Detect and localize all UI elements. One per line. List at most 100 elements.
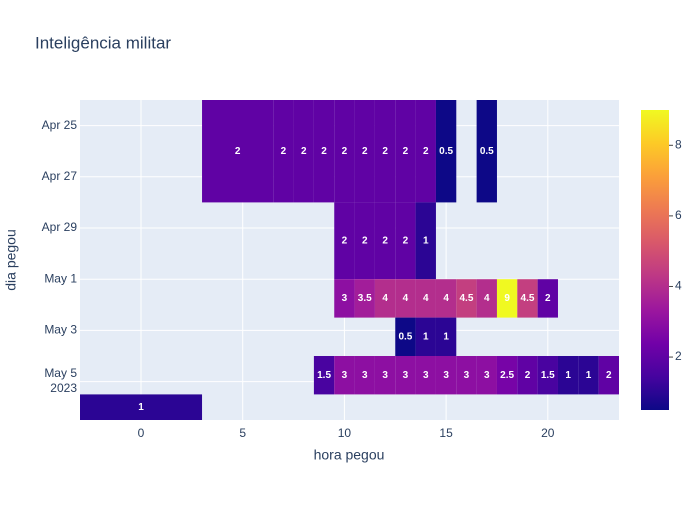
heatmap-cell <box>415 279 436 318</box>
heatmap-cell <box>435 317 457 356</box>
colorbar-tick-label: 8 <box>675 137 682 151</box>
heatmap-cell <box>354 202 375 280</box>
cell-label: 3 <box>464 370 470 381</box>
heatmap-cell <box>395 279 416 318</box>
cell-label: 3 <box>342 293 348 304</box>
cell-label: 2.5 <box>500 370 514 381</box>
colorbar-tick-label: 2 <box>675 349 682 363</box>
cell-label: 2 <box>321 146 327 157</box>
cell-label: 3 <box>382 370 388 381</box>
cell-label: 2 <box>606 370 612 381</box>
cell-label: 4 <box>403 293 409 304</box>
heatmap-cell <box>456 356 477 395</box>
heatmap-cell <box>354 356 375 395</box>
cell-label: 3 <box>423 370 429 381</box>
cell-label: 1 <box>443 331 449 342</box>
heatmap-cell <box>456 279 477 318</box>
heatmap-cell <box>374 356 396 395</box>
x-axis-title: hora pegou <box>314 447 385 463</box>
heatmap-cell <box>496 356 518 395</box>
y-tick-label: Apr 25 <box>42 118 78 132</box>
heatmap-cell <box>415 100 436 203</box>
cell-label: 4 <box>443 293 449 304</box>
cell-label: 2 <box>342 146 348 157</box>
heatmap-cell <box>293 100 314 203</box>
heatmap-cell <box>517 356 538 395</box>
chart-title: Inteligência militar <box>35 33 171 52</box>
x-tick-label: 10 <box>338 426 352 440</box>
cell-label: 2 <box>525 370 531 381</box>
cell-label: 2 <box>382 146 388 157</box>
heatmap-cell <box>537 279 558 318</box>
cell-label: 3 <box>443 370 449 381</box>
cell-label: 1.5 <box>317 370 331 381</box>
cells <box>80 100 619 420</box>
heatmap-cell <box>415 317 436 356</box>
cell-label: 1.5 <box>541 370 555 381</box>
heatmap-cell <box>435 356 457 395</box>
heatmap-cell <box>395 317 416 356</box>
x-tick-label: 5 <box>239 426 246 440</box>
cell-label: 4 <box>382 293 388 304</box>
heatmap-cell <box>354 100 375 203</box>
heatmap-cell <box>517 279 538 318</box>
y-tick-label: May 5 2023 <box>44 366 77 395</box>
y-tick-label: Apr 29 <box>42 220 78 234</box>
heatmap-cell <box>334 202 355 280</box>
heatmap-cell <box>496 279 518 318</box>
y-tick-label: May 1 <box>44 271 77 285</box>
cell-label: 0.5 <box>398 331 412 342</box>
heatmap-cell <box>476 279 497 318</box>
cell-label: 2 <box>301 146 307 157</box>
heatmap-cell <box>334 356 355 395</box>
heatmap-cell <box>202 100 274 203</box>
cell-label: 2 <box>403 235 409 246</box>
heatmap-cell <box>395 100 416 203</box>
colorbar <box>641 110 669 410</box>
x-tick-label: 0 <box>138 426 145 440</box>
cell-label: 3.5 <box>358 293 372 304</box>
heatmap-cell <box>435 279 457 318</box>
heatmap-cell <box>415 202 436 280</box>
cell-label: 3 <box>342 370 348 381</box>
labels: 2 2 2 2 2 2 2 2 2 0.5 0.5 2 2 2 2 1 3 3.5 4 4 4 4 4.5 4 9 4.5 2 0.5… <box>138 146 612 413</box>
heatmap-cell <box>578 356 599 395</box>
heatmap-cell <box>273 100 294 203</box>
cell-label: 1 <box>423 235 429 246</box>
cell-label: 2 <box>235 146 241 157</box>
heatmap-cell <box>395 202 416 280</box>
y-tick-label: May 3 <box>44 323 77 337</box>
cell-label: 2 <box>545 293 551 304</box>
cell-label: 1 <box>565 370 571 381</box>
colorbar-tick-label: 4 <box>675 279 682 293</box>
cell-label: 0.5 <box>480 146 494 157</box>
cell-label: 9 <box>504 293 510 304</box>
cell-label: 2 <box>382 235 388 246</box>
cell-label: 1 <box>138 402 144 413</box>
heatmap-cell <box>598 356 619 395</box>
heatmap-cell <box>374 100 396 203</box>
heatmap-cell <box>374 279 396 318</box>
cell-label: 3 <box>362 370 368 381</box>
y-tick-label: Apr 27 <box>42 169 78 183</box>
cell-label: 2 <box>403 146 409 157</box>
heatmap-cell <box>354 279 375 318</box>
cell-label: 4 <box>484 293 490 304</box>
colorbar-tick-label: 6 <box>675 208 682 222</box>
cell-label: 4 <box>423 293 429 304</box>
heatmap-cell <box>557 356 579 395</box>
heatmap-cell <box>476 356 497 395</box>
cell-label: 3 <box>484 370 490 381</box>
heatmap-cell <box>476 100 497 203</box>
heatmap-cell <box>415 356 436 395</box>
heatmap-cell <box>80 394 203 420</box>
heatmap-cell <box>537 356 558 395</box>
cell-label: 2 <box>362 235 368 246</box>
cell-label: 1 <box>423 331 429 342</box>
cell-label: 2 <box>342 235 348 246</box>
x-tick-label: 20 <box>541 426 555 440</box>
cell-label: 4.5 <box>459 293 473 304</box>
heatmap-cell <box>334 100 355 203</box>
cell-label: 0.5 <box>439 146 453 157</box>
heatmap-cell <box>435 100 457 203</box>
